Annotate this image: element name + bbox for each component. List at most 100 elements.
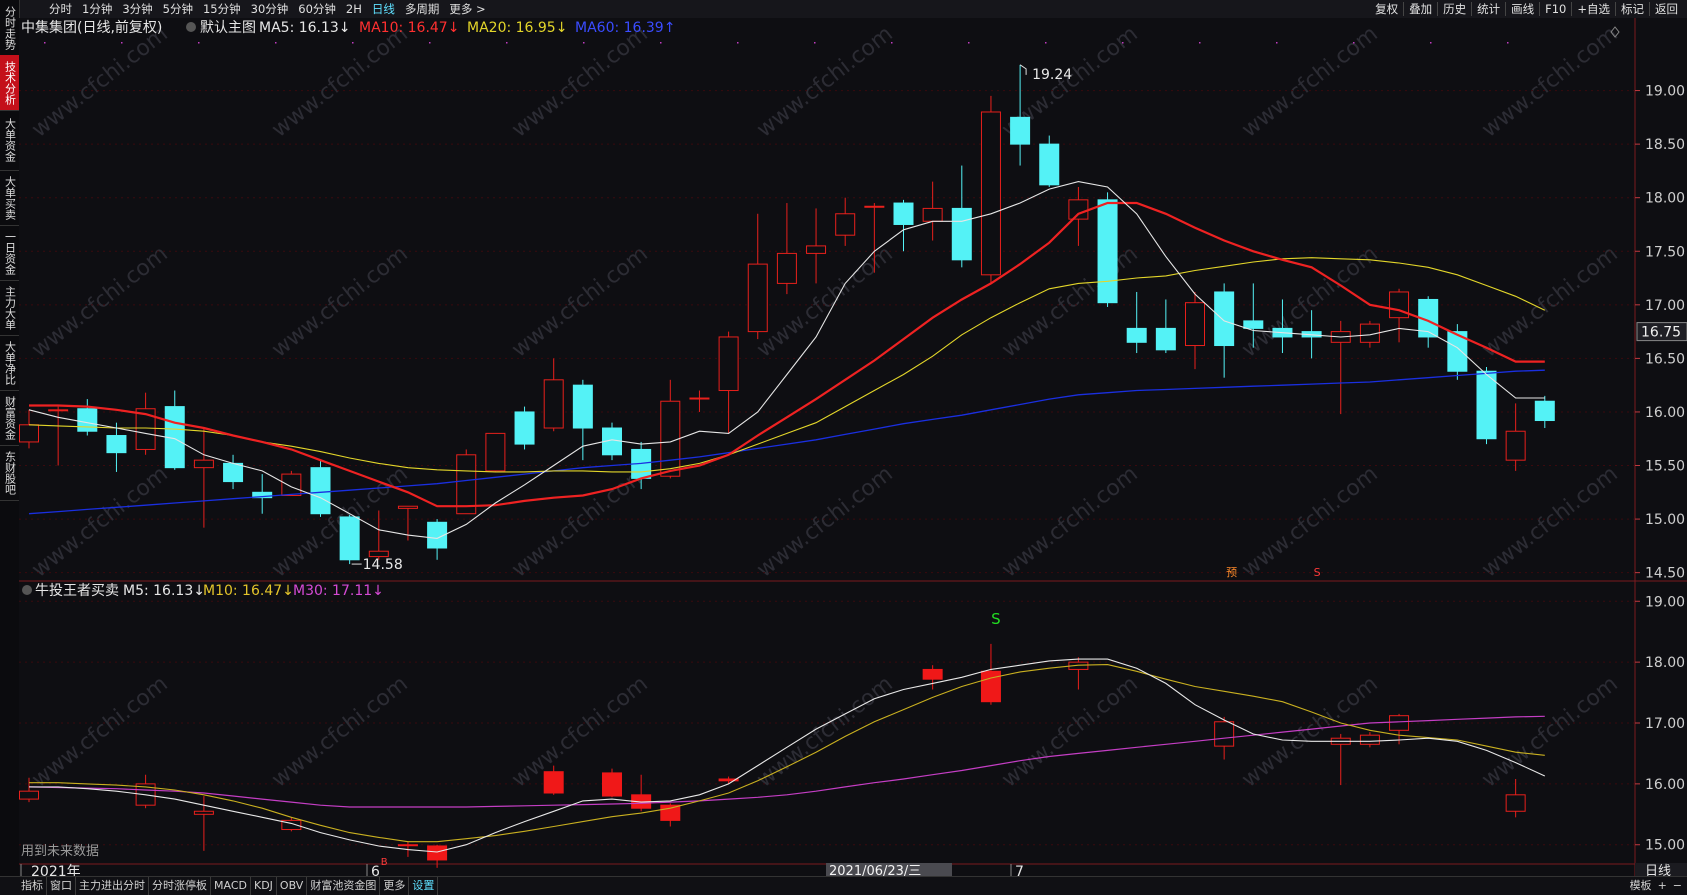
candle-49[interactable]: [1447, 331, 1468, 372]
candle-0[interactable]: [19, 424, 39, 443]
tool-tab-0[interactable]: 复权: [1375, 2, 1399, 16]
period-tab-4[interactable]: 15分钟: [202, 2, 241, 16]
tool-tab-4[interactable]: 画线: [1511, 2, 1535, 16]
sub-marker-9[interactable]: [281, 819, 302, 831]
candle-33[interactable]: [980, 111, 1001, 276]
sub-legend-collapse-icon[interactable]: [22, 585, 32, 595]
candle-51[interactable]: [1505, 430, 1526, 461]
candle-18[interactable]: [543, 379, 564, 429]
template-ctl-2[interactable]: −: [1672, 879, 1682, 892]
side-tab-7[interactable]: 财富资金: [0, 390, 19, 446]
candle-4[interactable]: [135, 408, 156, 450]
side-tab-4[interactable]: 一日资金: [0, 225, 19, 281]
candle-10[interactable]: [310, 467, 331, 515]
tool-tab-7[interactable]: 标记: [1621, 2, 1644, 16]
candle-24[interactable]: [718, 336, 739, 392]
candle-36[interactable]: [1068, 199, 1089, 220]
candle-38[interactable]: [1126, 327, 1147, 343]
candle-17[interactable]: [514, 411, 535, 445]
period-tab-3[interactable]: 5分钟: [162, 2, 193, 16]
side-tab-5[interactable]: 主力大单: [0, 280, 19, 336]
candle-12[interactable]: [368, 550, 389, 558]
side-tab-6[interactable]: 大单净比: [0, 335, 19, 391]
candle-40[interactable]: [1185, 302, 1205, 347]
period-tab-7[interactable]: 2H: [345, 2, 362, 16]
period-tab-8[interactable]: 日线: [371, 2, 395, 16]
sub-marker-51[interactable]: [1505, 794, 1526, 812]
side-tab-0[interactable]: 分时走势: [0, 0, 19, 56]
candle-25[interactable]: [747, 263, 768, 333]
template-ctl-0[interactable]: 模板: [1629, 879, 1652, 892]
candle-50[interactable]: [1476, 370, 1497, 440]
candle-11[interactable]: [339, 516, 360, 561]
sub-marker-22[interactable]: [660, 804, 681, 821]
candle-19[interactable]: [572, 384, 593, 429]
tool-tab-6[interactable]: +自选: [1577, 2, 1610, 16]
indicator-tab-6[interactable]: OBV: [277, 877, 308, 895]
sub-marker-6[interactable]: [193, 810, 214, 815]
kline-chart[interactable]: www.cfchi.com www.cfchi.com www.cfchi.com w…: [19, 18, 1687, 876]
sub-marker-33[interactable]: [980, 670, 1001, 703]
tool-tab-3[interactable]: 统计: [1477, 2, 1501, 16]
sub-marker-41[interactable]: [1214, 721, 1235, 747]
tool-tab-1[interactable]: 叠加: [1409, 2, 1433, 16]
period-tab-6[interactable]: 60分钟: [298, 2, 336, 16]
indicator-tab-4[interactable]: MACD: [211, 877, 251, 895]
candle-31[interactable]: [922, 207, 943, 222]
indicator-tab-0[interactable]: 指标: [18, 877, 47, 895]
candle-34[interactable]: [1010, 116, 1031, 145]
indicator-tab-5[interactable]: KDJ: [251, 877, 277, 895]
candle-35[interactable]: [1039, 143, 1060, 186]
tool-tab-8[interactable]: 返回: [1655, 2, 1678, 16]
tool-tab-5[interactable]: F10: [1545, 2, 1567, 16]
side-tab-1[interactable]: 技术分析: [0, 55, 19, 111]
indicator-tab-3[interactable]: 分时涨停板: [149, 877, 211, 895]
indicator-tab-1[interactable]: 窗口: [47, 877, 76, 895]
candle-7[interactable]: [223, 462, 244, 483]
candle-15[interactable]: [456, 454, 477, 515]
candle-13[interactable]: [397, 505, 418, 509]
sub-marker-31[interactable]: [922, 668, 943, 680]
candle-52[interactable]: [1534, 400, 1555, 422]
candle-42[interactable]: [1243, 320, 1264, 329]
candle-8[interactable]: [252, 491, 273, 499]
sub-marker-47[interactable]: [1389, 715, 1410, 731]
candle-39[interactable]: [1155, 327, 1176, 351]
candle-41[interactable]: [1214, 291, 1235, 347]
candle-22[interactable]: [660, 400, 681, 477]
sub-marker-13[interactable]: [397, 844, 418, 847]
candle-1[interactable]: [48, 409, 69, 412]
candle-30[interactable]: [893, 202, 914, 225]
period-tab-0[interactable]: 分时: [49, 2, 72, 16]
sub-marker-18[interactable]: [543, 771, 564, 794]
candle-26[interactable]: [776, 252, 797, 284]
candle-28[interactable]: [835, 213, 856, 236]
sub-marker-24[interactable]: [718, 778, 739, 782]
sub-marker-14[interactable]: [427, 845, 448, 861]
period-tab-1[interactable]: 1分钟: [82, 2, 113, 16]
period-tab-9[interactable]: 多周期: [404, 2, 440, 16]
legend-collapse-icon[interactable]: [186, 22, 196, 32]
tool-tab-2[interactable]: 历史: [1443, 2, 1467, 16]
candle-23[interactable]: [689, 397, 710, 400]
candle-29[interactable]: [864, 205, 885, 208]
candle-14[interactable]: [427, 521, 448, 549]
diamond-icon[interactable]: [1610, 26, 1620, 38]
side-tab-3[interactable]: 大单买卖: [0, 170, 19, 226]
candle-2[interactable]: [77, 408, 98, 432]
period-tab-5[interactable]: 30分钟: [250, 2, 289, 16]
candle-9[interactable]: [281, 473, 302, 497]
candle-6[interactable]: [193, 459, 214, 469]
candle-47[interactable]: [1389, 291, 1410, 319]
indicator-tab-7[interactable]: 财富池资金图: [307, 877, 381, 895]
side-tab-8[interactable]: 东财股吧: [0, 445, 19, 501]
candle-3[interactable]: [106, 435, 127, 454]
indicator-tab-2[interactable]: 主力进出分时: [76, 877, 149, 895]
period-tab-10[interactable]: 更多 >: [449, 2, 486, 16]
sub-marker-20[interactable]: [602, 772, 622, 797]
side-tab-2[interactable]: 大单资金: [0, 110, 19, 171]
indicator-tab-9[interactable]: 设置: [409, 877, 439, 895]
sub-marker-0[interactable]: [19, 790, 39, 800]
candle-37[interactable]: [1097, 199, 1118, 304]
sub-marker-46[interactable]: [1359, 734, 1380, 745]
